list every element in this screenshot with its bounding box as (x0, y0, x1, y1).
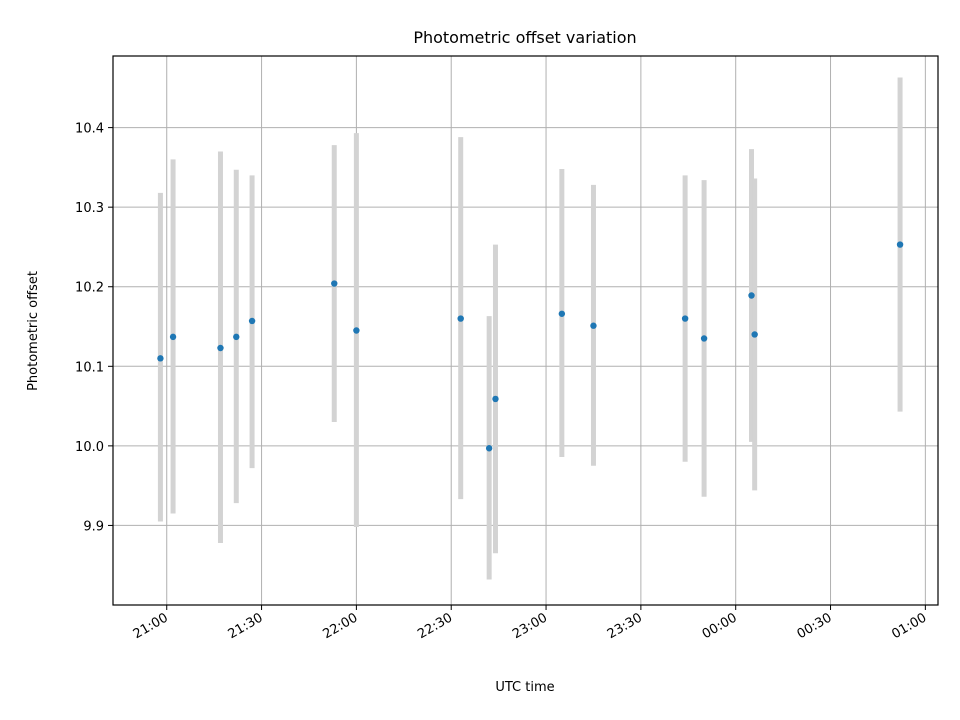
data-point (169, 333, 177, 341)
data-point (248, 317, 256, 325)
data-point (157, 355, 164, 362)
data-point (681, 315, 689, 322)
chart-title: Photometric offset variation (413, 28, 636, 47)
data-point (233, 333, 240, 341)
y-tick-label: 10.2 (75, 281, 104, 296)
y-axis-label: Photometric offset (26, 271, 41, 391)
data-point (353, 327, 360, 334)
x-axis-label: UTC time (495, 680, 554, 695)
y-tick-label: 9.9 (83, 519, 104, 534)
data-point (331, 280, 338, 287)
data-point (748, 292, 755, 299)
data-point (485, 445, 493, 452)
data-point (590, 322, 597, 329)
y-axis-ticks: 9.9 10.0 10.1 10.2 10.3 10.4 (75, 122, 113, 534)
plot-frame (112, 55, 939, 606)
data-point (217, 344, 224, 352)
data-point (558, 310, 566, 317)
y-tick-label: 10.4 (75, 122, 104, 137)
y-tick-label: 10.1 (75, 360, 104, 375)
y-tick-label: 10.3 (75, 201, 104, 216)
data-point (492, 395, 499, 403)
data-point (751, 331, 758, 338)
data-point (896, 241, 904, 248)
y-tick-label: 10.0 (75, 440, 104, 455)
data-points (157, 241, 904, 452)
data-point (457, 315, 464, 322)
data-point (700, 335, 708, 342)
